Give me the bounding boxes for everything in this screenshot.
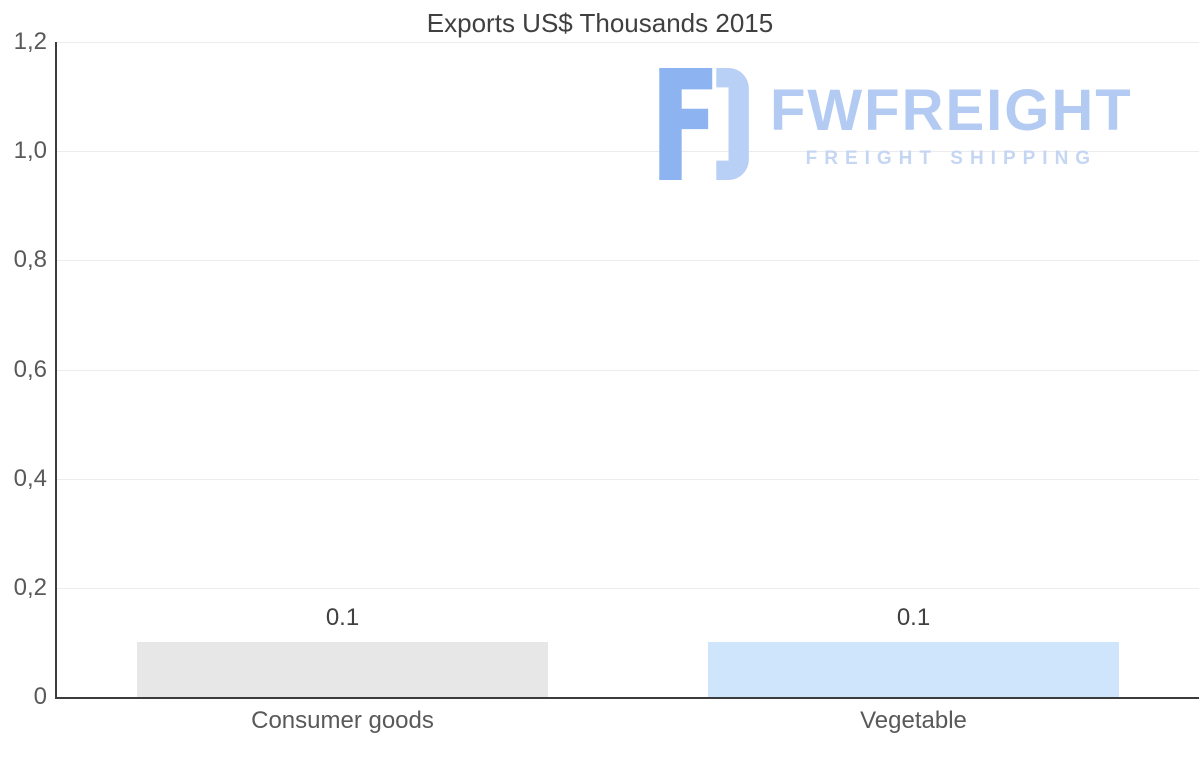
y-tick-label: 0,2 [13, 573, 47, 601]
plot-area: 0 0,2 0,4 0,6 0,8 1,0 1,2 0.1 Consumer goods 0.1 V… [14, 30, 1199, 734]
bar [707, 642, 1120, 697]
bar [136, 642, 549, 697]
y-tick-label: 1,0 [13, 137, 47, 165]
y-tick-label: 1,2 [13, 28, 47, 55]
bar-value-label: 0.1 [325, 604, 360, 632]
chart-title: Exports US$ Thousands 2015 [426, 8, 774, 38]
gridline [57, 478, 1199, 480]
gridline [57, 260, 1199, 262]
gridline [57, 587, 1199, 589]
y-tick-label: 0,8 [13, 246, 47, 274]
y-tick-label: 0,4 [13, 464, 47, 492]
bar-value-label: 0.1 [896, 604, 931, 632]
gridline [57, 42, 1199, 43]
gridline [57, 369, 1199, 371]
y-tick-label: 0 [33, 683, 47, 710]
y-tick-label: 0,6 [13, 355, 47, 383]
x-category-label: Consumer goods [251, 707, 434, 734]
x-category-label: Vegetable [860, 707, 967, 734]
gridline [57, 151, 1199, 153]
